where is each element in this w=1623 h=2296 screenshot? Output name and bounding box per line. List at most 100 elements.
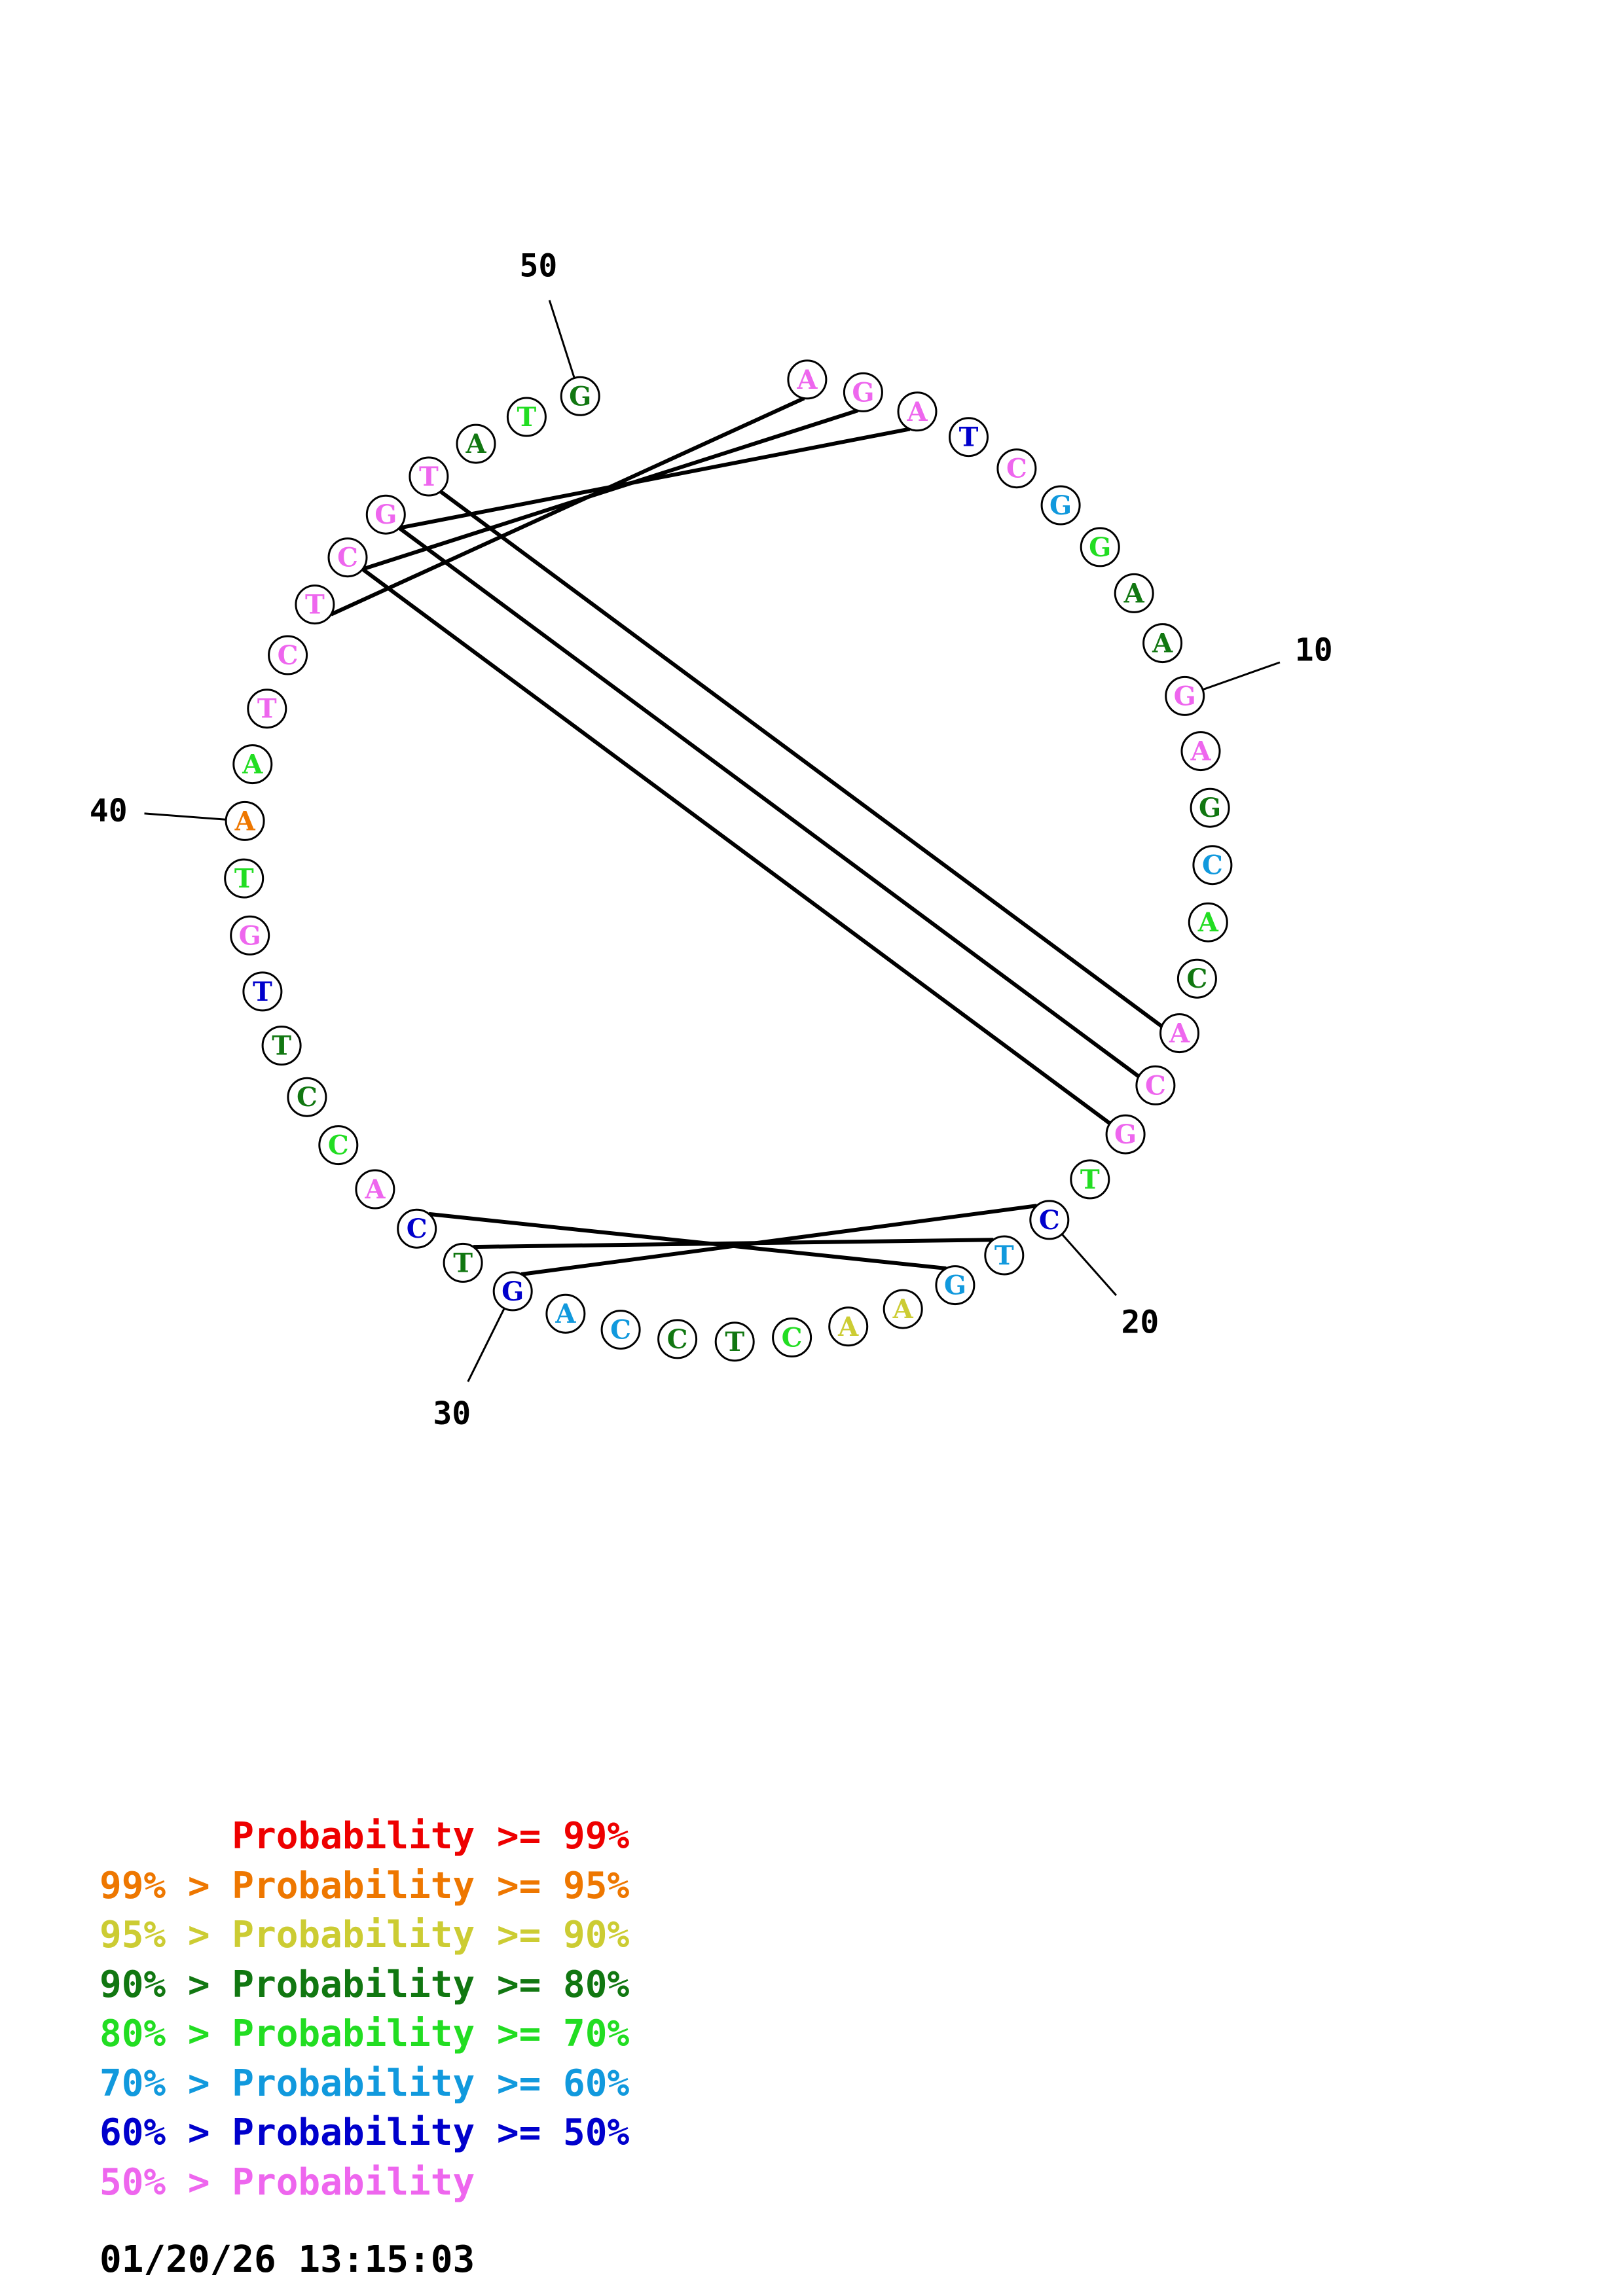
nucleotide-letter: C	[278, 640, 299, 671]
nucleotide-37: T	[242, 971, 283, 1012]
nucleotide-11: A	[1180, 731, 1221, 772]
nucleotide-letter: T	[725, 1327, 744, 1357]
legend-row: 80% > Probability >= 70%	[100, 2013, 630, 2055]
nucleotide-letter: G	[944, 1270, 966, 1301]
nucleotide-ring: A GATCGGAAGAGCACACGTCTGAACTCCAGTCACCTTGTA…	[224, 359, 1233, 1362]
nucleotide-circle	[828, 1306, 869, 1347]
legend-row: 99% > Probability >= 95%	[100, 1864, 630, 1907]
probability-legend: Probability >= 99% 99% > Probability >= 9…	[100, 1812, 629, 2207]
nucleotide-47: T	[409, 456, 449, 497]
nucleotide-circle	[327, 537, 368, 578]
nucleotide-circle	[318, 1125, 359, 1166]
nucleotide-letter: A	[906, 397, 928, 427]
base-pair-arcs	[330, 396, 1163, 1276]
nucleotide-7: G	[1080, 527, 1120, 567]
nucleotide-12: G	[1190, 787, 1230, 828]
nucleotide-28: C	[600, 1310, 641, 1350]
nucleotide-letter: C	[1039, 1205, 1060, 1236]
position-label-30: 30	[433, 1395, 471, 1432]
nucleotide-circle	[1070, 1159, 1110, 1200]
nucleotide-38: G	[230, 915, 270, 956]
nucleotide-letter: A	[1123, 578, 1145, 609]
nucleotide-letter: C	[297, 1082, 318, 1113]
nucleotide-5: C	[996, 448, 1037, 489]
nucleotide-letter: G	[1089, 532, 1111, 563]
nucleotide-33: A	[355, 1169, 395, 1210]
position-ticks: 10 20 30 40 50	[90, 247, 1333, 1432]
nucleotide-letter: A	[555, 1299, 576, 1329]
nucleotide-circle	[1142, 623, 1183, 664]
nucleotide-41: A	[232, 744, 273, 785]
nucleotide-circle	[787, 359, 828, 400]
nucleotide-circle	[984, 1235, 1025, 1276]
nucleotide-23: A	[883, 1289, 923, 1329]
nucleotide-circle	[506, 397, 547, 437]
nucleotide-48: A	[456, 423, 496, 464]
nucleotide-9: A	[1142, 623, 1183, 664]
nucleotide-circle	[1190, 787, 1230, 828]
nucleotide-20: C	[1029, 1200, 1070, 1240]
nucleotide-letter: T	[305, 590, 325, 620]
nucleotide-39: T	[224, 858, 264, 899]
legend-row: 90% > Probability >= 80%	[100, 1963, 630, 2006]
nucleotide-16: A	[1159, 1013, 1199, 1054]
nucleotide-circle	[242, 971, 283, 1012]
nucleotide-circle	[443, 1242, 483, 1283]
nucleotide-circle	[261, 1026, 302, 1066]
base-pair-arc	[361, 567, 1112, 1125]
nucleotide-letter: C	[782, 1323, 803, 1354]
nucleotide-42: T	[247, 689, 287, 729]
nucleotide-36: T	[261, 1026, 302, 1066]
nucleotide-letter: G	[501, 1276, 524, 1307]
nucleotide-4: T	[949, 417, 989, 457]
nucleotide-circle	[492, 1271, 533, 1312]
nucleotide-letter: T	[959, 422, 979, 453]
nucleotide-17: C	[1135, 1065, 1176, 1105]
nucleotide-2: G	[843, 372, 883, 412]
nucleotide-3: A	[897, 391, 938, 432]
position-tick-line	[467, 1308, 505, 1382]
position-tick-line	[1202, 661, 1281, 691]
legend-row: 70% > Probability >= 60%	[100, 2062, 630, 2105]
nucleotide-8: A	[1114, 573, 1154, 613]
nucleotide-circle	[247, 689, 287, 729]
nucleotide-40: A	[225, 800, 265, 841]
nucleotide-letter: C	[1145, 1070, 1166, 1101]
nucleotide-circle	[1176, 958, 1217, 999]
nucleotide-15: C	[1176, 958, 1217, 999]
position-tick-line	[548, 300, 575, 379]
nucleotide-letter: G	[852, 377, 874, 408]
nucleotide-letter: A	[234, 806, 256, 836]
nucleotide-letter: C	[1006, 454, 1027, 484]
nucleotide-43: C	[268, 635, 308, 675]
nucleotide-circle	[295, 584, 335, 625]
legend-row: Probability >= 99%	[100, 1815, 630, 1857]
nucleotide-letter: C	[337, 543, 358, 573]
nucleotide-circle	[1135, 1065, 1176, 1105]
nucleotide-44: T	[295, 584, 335, 625]
nucleotide-letter: G	[374, 499, 397, 530]
position-tick-line	[1061, 1233, 1118, 1297]
nucleotide-22: G	[935, 1265, 976, 1306]
nucleotide-circle	[883, 1289, 923, 1329]
nucleotide-32: C	[397, 1208, 437, 1249]
nucleotide-circle	[224, 858, 264, 899]
nucleotide-circle	[657, 1319, 698, 1359]
base-pair-arc	[439, 490, 1163, 1028]
nucleotide-circle	[1105, 1114, 1146, 1155]
nucleotide-letter: G	[239, 920, 261, 951]
nucleotide-13: C	[1192, 845, 1233, 886]
nucleotide-circle	[843, 372, 883, 412]
nucleotide-letter: A	[1197, 907, 1219, 938]
nucleotide-18: G	[1105, 1114, 1146, 1155]
nucleotide-circle	[996, 448, 1037, 489]
nucleotide-circle	[600, 1310, 641, 1350]
nucleotide-circle	[456, 423, 496, 464]
nucleotide-circle	[230, 915, 270, 956]
nucleotide-circle	[1180, 731, 1221, 772]
nucleotide-letter: T	[1080, 1164, 1100, 1195]
nucleotide-letter: A	[465, 429, 486, 459]
nucleotide-30: G	[492, 1271, 533, 1312]
position-label-50: 50	[520, 247, 558, 284]
nucleotide-50: G	[560, 376, 600, 416]
